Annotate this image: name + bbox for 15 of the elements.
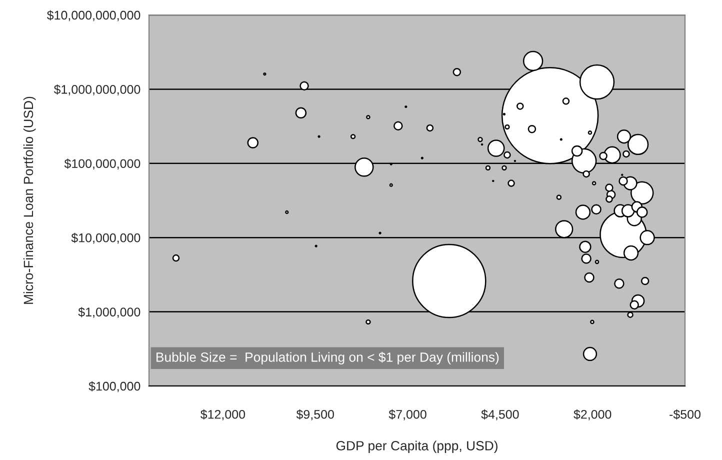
y-tick-label: $10,000,000,000	[46, 10, 140, 22]
x-tick-label: -$500	[670, 409, 700, 420]
y-tick-label: $100,000	[88, 381, 140, 392]
x-tick-label: $9,500	[296, 409, 334, 420]
x-tick-label: $12,000	[200, 409, 246, 420]
x-axis-title: GDP per Capita (ppp, USD)	[336, 440, 498, 454]
x-tick-label: $4,500	[481, 409, 519, 420]
y-axis-title: Micro-Finance Loan Portfolio (USD)	[23, 96, 36, 304]
y-tick-label: $1,000,000	[78, 307, 140, 318]
annotation: Bubble Size = Population Living on < $1 per Day (millions)	[156, 352, 499, 364]
y-tick-label: $1,000,000,000	[54, 84, 140, 96]
y-tick-label: $100,000,000	[64, 158, 140, 170]
x-tick-label: $2,000	[574, 409, 612, 420]
y-tick-label: $10,000,000	[71, 232, 140, 244]
x-tick-label: $7,000	[388, 409, 426, 420]
